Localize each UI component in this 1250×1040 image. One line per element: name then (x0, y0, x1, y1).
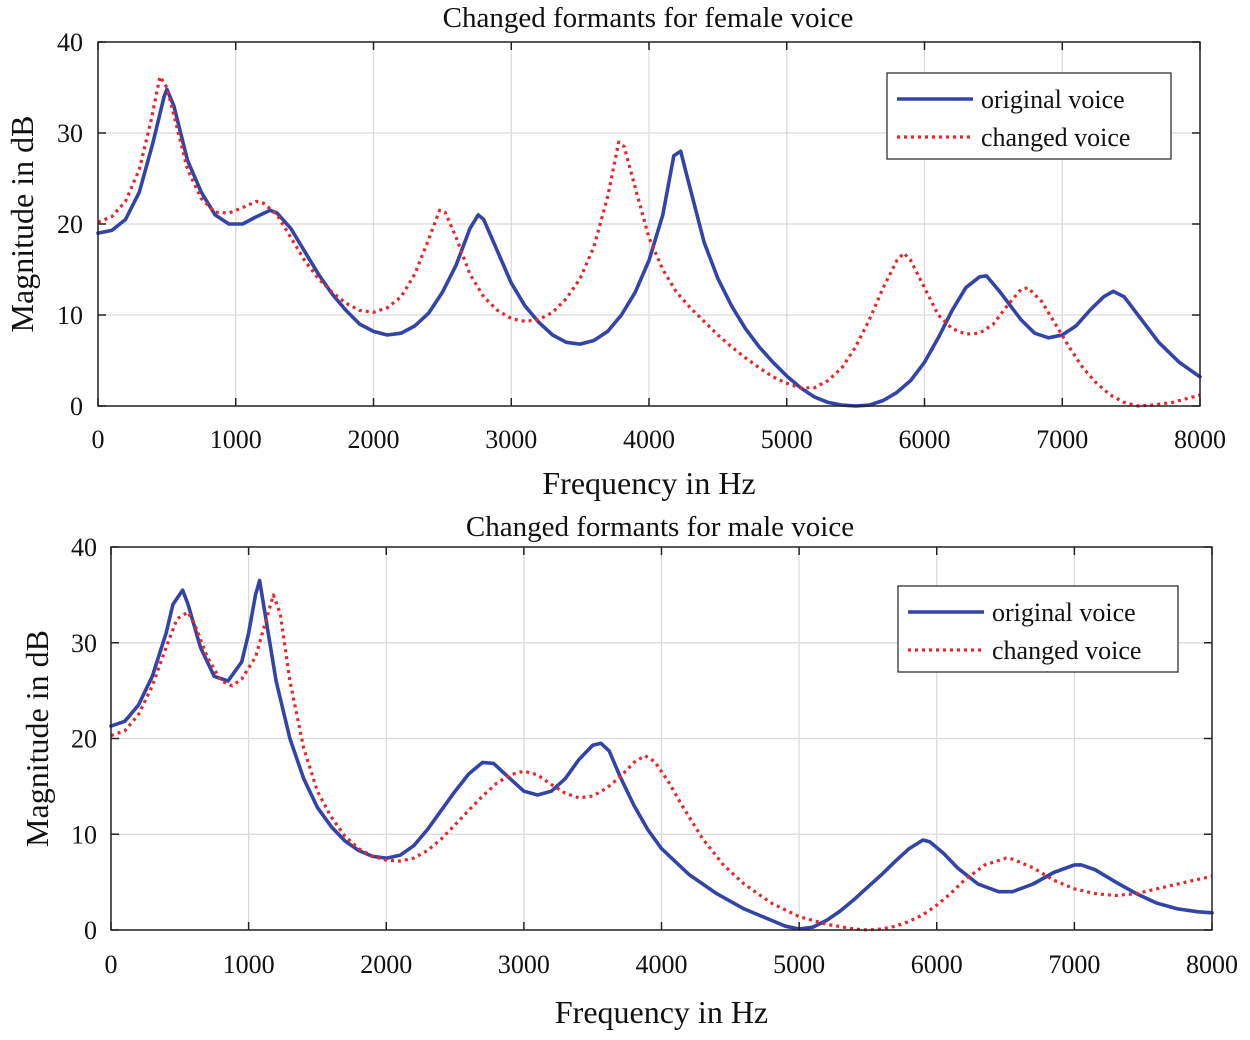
y-tick-label: 30 (57, 119, 83, 148)
legend-label: changed voice (981, 123, 1130, 152)
x-tick-label: 3000 (498, 950, 550, 979)
y-tick-label: 10 (71, 820, 97, 849)
x-tick-label: 2000 (360, 950, 412, 979)
x-tick-label: 0 (105, 950, 118, 979)
x-tick-label: 6000 (911, 950, 963, 979)
x-axis-label: Frequency in Hz (555, 994, 768, 1030)
y-tick-label: 40 (71, 533, 97, 562)
legend: original voice changed voice (897, 585, 1179, 673)
x-tick-label: 5000 (761, 425, 813, 454)
x-tick-label: 5000 (773, 950, 825, 979)
x-tick-label: 4000 (636, 950, 688, 979)
legend-label: changed voice (992, 636, 1141, 665)
x-axis-label: Frequency in Hz (542, 465, 755, 501)
legend-label: original voice (992, 598, 1136, 627)
legend-box (897, 585, 1179, 673)
y-tick-label: 30 (71, 629, 97, 658)
x-tick-label: 1000 (210, 425, 262, 454)
y-tick-label: 10 (57, 301, 83, 330)
y-tick-label: 0 (70, 392, 83, 421)
y-tick-label: 20 (57, 210, 83, 239)
x-tick-label: 2000 (348, 425, 400, 454)
x-tick-label: 4000 (623, 425, 675, 454)
chart-title: Changed formants for female voice (443, 2, 854, 34)
x-tick-label: 0 (92, 425, 105, 454)
legend-label: original voice (981, 85, 1125, 114)
x-tick-label: 8000 (1174, 425, 1226, 454)
x-tick-label: 3000 (485, 425, 537, 454)
x-tick-label: 1000 (223, 950, 275, 979)
legend-box (886, 72, 1172, 160)
y-axis-label: Magnitude in dB (4, 116, 40, 333)
legend: original voice changed voice (886, 72, 1172, 160)
y-tick-label: 20 (71, 725, 97, 754)
x-tick-label: 8000 (1186, 950, 1238, 979)
y-tick-label: 40 (57, 28, 83, 57)
x-tick-label: 7000 (1048, 950, 1100, 979)
female-voice-chart: Changed formants for female voice 0 1000 2… (4, 2, 1226, 501)
series-line-original-voice (96, 87, 1202, 408)
x-tick-label: 7000 (1036, 425, 1088, 454)
male-voice-chart: Changed formants for male voice 0 1000 200… (19, 511, 1238, 1030)
x-tick-label: 6000 (899, 425, 951, 454)
series-line-changed-voice (97, 75, 1201, 408)
y-axis-label: Magnitude in dB (19, 630, 55, 847)
y-tick-label: 0 (84, 916, 97, 945)
chart-title: Changed formants for male voice (466, 511, 854, 543)
series-line-original-voice (109, 578, 1214, 931)
